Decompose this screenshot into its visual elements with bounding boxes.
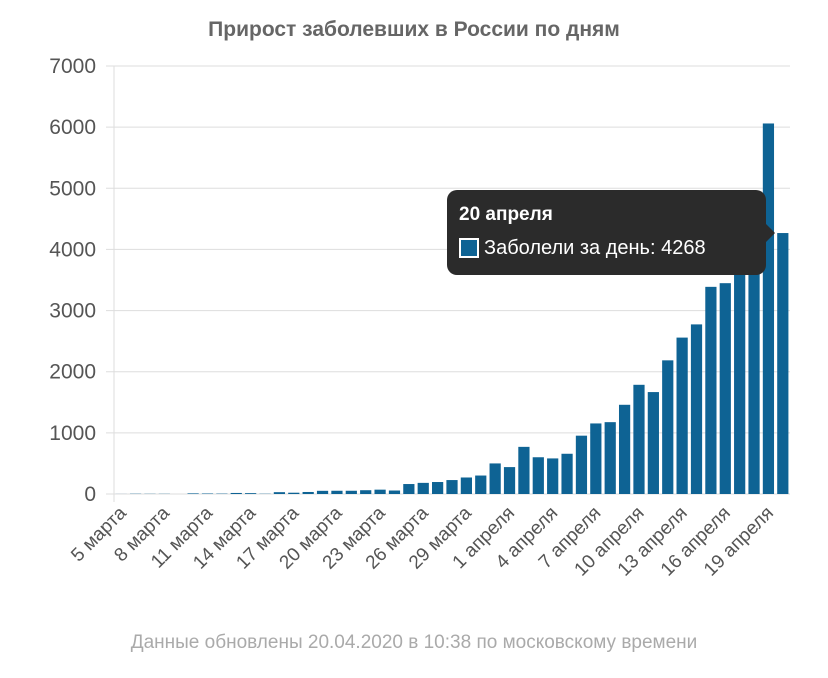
- bar[interactable]: [273, 492, 286, 494]
- y-tick-label: 7000: [49, 55, 96, 78]
- bar[interactable]: [475, 475, 487, 494]
- y-axis-ticks: 0 1000 2000 3000 4000 5000 6000 7000: [49, 55, 96, 506]
- bar[interactable]: [316, 490, 329, 494]
- bar[interactable]: [230, 492, 242, 494]
- bar[interactable]: [561, 453, 573, 494]
- bar[interactable]: [777, 233, 789, 494]
- bars[interactable]: [115, 123, 789, 494]
- bar[interactable]: [647, 392, 659, 494]
- bar[interactable]: [417, 482, 429, 494]
- tooltip-title: 20 апреля: [459, 204, 553, 225]
- bar[interactable]: [489, 463, 501, 494]
- bar[interactable]: [518, 446, 530, 494]
- bar[interactable]: [288, 492, 300, 494]
- bar[interactable]: [662, 360, 674, 494]
- y-tick-label: 2000: [49, 361, 96, 384]
- update-note: Данные обновлены 20.04.2020 в 10:38 по м…: [130, 632, 698, 653]
- bar[interactable]: [690, 324, 703, 494]
- bar[interactable]: [187, 493, 199, 494]
- tooltip-value-label: Заболели за день: 4268: [484, 237, 706, 259]
- tooltip-arrow: [766, 224, 775, 242]
- tooltip-row: Заболели за день: 4268: [459, 236, 766, 260]
- y-tick-label: 1000: [49, 422, 96, 445]
- bar[interactable]: [331, 490, 343, 494]
- y-tick-label: 0: [84, 483, 96, 506]
- bar[interactable]: [446, 480, 458, 494]
- bar[interactable]: [302, 491, 314, 494]
- y-tick-label: 6000: [49, 116, 96, 139]
- bar[interactable]: [762, 123, 775, 494]
- bar[interactable]: [719, 283, 731, 494]
- y-tick-label: 3000: [49, 300, 96, 323]
- bar[interactable]: [432, 482, 444, 494]
- bar[interactable]: [575, 435, 588, 494]
- bar[interactable]: [345, 490, 357, 494]
- bar[interactable]: [748, 201, 760, 494]
- bar[interactable]: [503, 467, 516, 494]
- hover-tooltip: 20 апреля Заболели за день: 4268: [447, 190, 775, 275]
- bar[interactable]: [245, 493, 257, 494]
- bar[interactable]: [532, 457, 544, 494]
- y-tick-label: 4000: [49, 238, 96, 261]
- chart-title: Прирост заболевших в России по дням: [208, 18, 620, 41]
- bar[interactable]: [676, 337, 688, 494]
- bar[interactable]: [547, 458, 559, 494]
- y-tick-label: 5000: [49, 177, 96, 200]
- bar[interactable]: [360, 490, 372, 494]
- bar[interactable]: [618, 404, 631, 494]
- bar[interactable]: [403, 484, 415, 494]
- bar[interactable]: [460, 477, 472, 494]
- bar[interactable]: [604, 422, 616, 494]
- bar[interactable]: [374, 489, 386, 494]
- bar[interactable]: [590, 423, 602, 494]
- bar[interactable]: [388, 490, 401, 494]
- bar[interactable]: [633, 384, 645, 494]
- bar[interactable]: [734, 245, 746, 494]
- tooltip-color-swatch: [459, 238, 479, 258]
- bar[interactable]: [705, 286, 717, 494]
